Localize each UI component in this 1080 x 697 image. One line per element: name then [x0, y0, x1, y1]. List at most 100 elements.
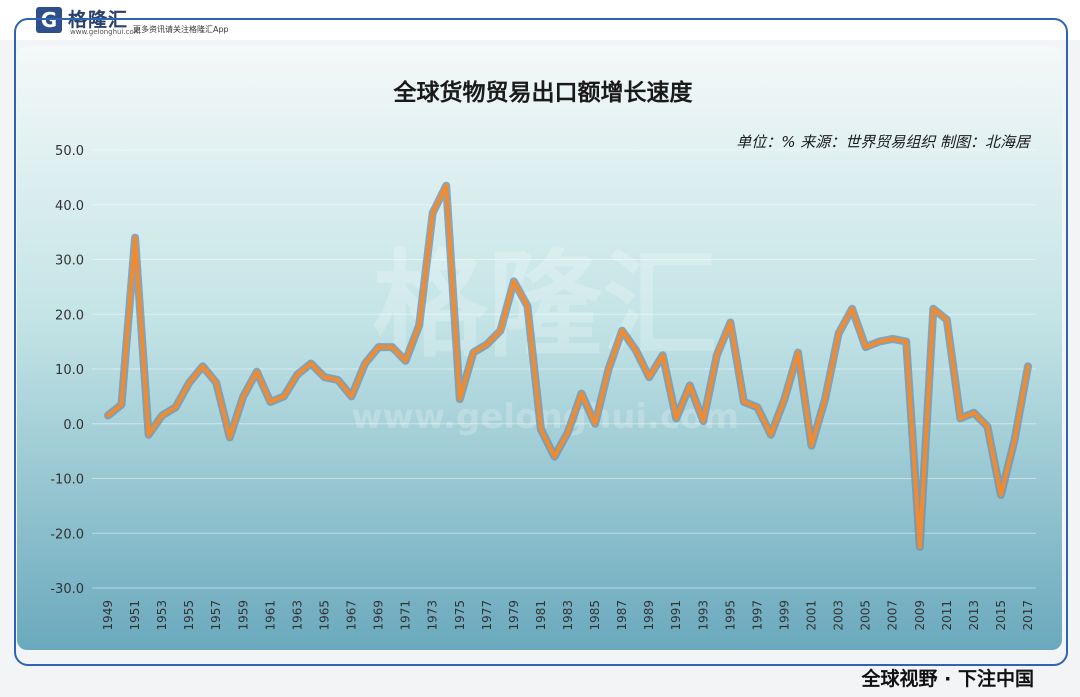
data-point: [796, 350, 800, 355]
data-point: [281, 394, 286, 399]
data-point: [836, 331, 841, 336]
y-tick-label: -30.0: [50, 582, 84, 597]
data-point: [823, 397, 828, 402]
y-axis-ticks: 50.0 40.0 30.0 20.0 10.0 0.0 -10.0 -20.0 -30.0: [50, 144, 84, 597]
chart-background: [17, 46, 1062, 650]
data-point: [525, 304, 530, 309]
x-tick-label: 2007: [886, 600, 900, 631]
x-tick-label: 2017: [1021, 600, 1035, 631]
x-tick-label: 2015: [994, 600, 1008, 631]
data-point: [593, 421, 598, 426]
chart-subtitle: 单位：% 来源：世界贸易组织 制图：北海居: [736, 133, 1032, 151]
data-point: [538, 427, 543, 432]
x-tick-label: 1951: [128, 600, 142, 631]
data-point: [417, 323, 422, 328]
logo-name[interactable]: 格隆汇: [68, 9, 129, 31]
data-point: [985, 424, 990, 429]
logo-url: www.gelonghui.com: [70, 28, 141, 36]
data-point: [566, 429, 570, 434]
x-tick-label: 1969: [372, 600, 386, 631]
data-point: [430, 210, 435, 215]
data-point: [687, 383, 692, 388]
data-point: [187, 380, 192, 385]
x-tick-label: 2011: [940, 600, 954, 631]
data-point: [173, 405, 178, 410]
data-point: [701, 419, 706, 424]
x-tick-label: 1955: [182, 600, 196, 631]
data-point: [714, 353, 719, 358]
data-point: [146, 432, 151, 437]
data-point: [552, 454, 557, 459]
gridlines: [92, 149, 1036, 589]
x-tick-label: 2003: [832, 600, 846, 631]
data-point: [484, 342, 489, 347]
data-point: [944, 317, 949, 322]
data-point: [349, 394, 354, 399]
y-tick-label: 10.0: [55, 363, 84, 378]
data-point: [863, 345, 868, 350]
x-tick-label: 1967: [345, 600, 359, 631]
x-tick-label: 2001: [805, 600, 819, 631]
data-point: [390, 345, 395, 350]
x-tick-label: 1949: [101, 600, 115, 631]
x-tick-label: 2013: [967, 600, 981, 631]
data-point: [471, 350, 476, 355]
data-point: [674, 416, 679, 421]
data-point: [106, 413, 110, 418]
x-tick-label: 1987: [615, 600, 629, 631]
x-tick-label: 1959: [236, 600, 250, 631]
data-point: [308, 361, 313, 366]
data-point: [160, 413, 165, 418]
data-point: [227, 435, 232, 440]
data-point: [295, 372, 300, 377]
data-point: [998, 492, 1003, 497]
chart-title: 全球货物贸易出口额增长速度: [393, 79, 694, 106]
data-point: [931, 306, 936, 311]
x-tick-label: 1965: [317, 600, 331, 631]
data-point: [768, 432, 773, 437]
x-tick-label: 1961: [263, 600, 277, 631]
x-axis-ticks: 1949 1951 1953 1955 1957 1959 1961 1963 1965 1967…: [101, 600, 1035, 631]
data-point: [511, 279, 516, 284]
x-tick-label: 1983: [561, 600, 575, 631]
slogan: 更多资讯请关注格隆汇App: [133, 25, 229, 34]
data-point: [376, 345, 381, 350]
data-point: [971, 410, 976, 415]
data-point: [620, 328, 625, 333]
y-tick-label: 50.0: [55, 144, 84, 159]
data-point: [336, 377, 340, 382]
y-tick-label: 20.0: [55, 308, 84, 323]
logo-icon[interactable]: G: [36, 7, 62, 33]
y-tick-label: -10.0: [50, 473, 84, 488]
data-point: [755, 405, 760, 410]
data-point: [1012, 438, 1017, 443]
x-tick-label: 1997: [750, 600, 764, 631]
data-point: [133, 235, 138, 240]
y-tick-label: -20.0: [50, 527, 84, 542]
x-tick-label: 1995: [723, 600, 737, 631]
data-point: [200, 364, 205, 369]
data-point: [958, 416, 963, 421]
x-tick-label: 1993: [696, 600, 710, 631]
data-point: [917, 544, 922, 549]
data-point: [403, 358, 408, 363]
data-point: [850, 306, 855, 311]
top-bar: [0, 0, 1080, 40]
data-point: [1026, 364, 1030, 369]
x-tick-label: 1953: [155, 600, 169, 631]
data-point: [647, 375, 652, 380]
data-point: [877, 339, 882, 344]
x-tick-label: 1957: [209, 600, 223, 631]
x-tick-label: 1989: [642, 600, 656, 631]
data-point: [809, 443, 814, 448]
data-point: [728, 320, 733, 325]
data-point: [119, 402, 124, 407]
x-tick-label: 1977: [480, 600, 494, 631]
data-point: [241, 394, 246, 399]
data-point: [363, 361, 368, 366]
data-point: [660, 353, 665, 358]
data-point: [457, 397, 462, 402]
x-tick-label: 1979: [507, 600, 521, 631]
data-point: [322, 375, 327, 380]
